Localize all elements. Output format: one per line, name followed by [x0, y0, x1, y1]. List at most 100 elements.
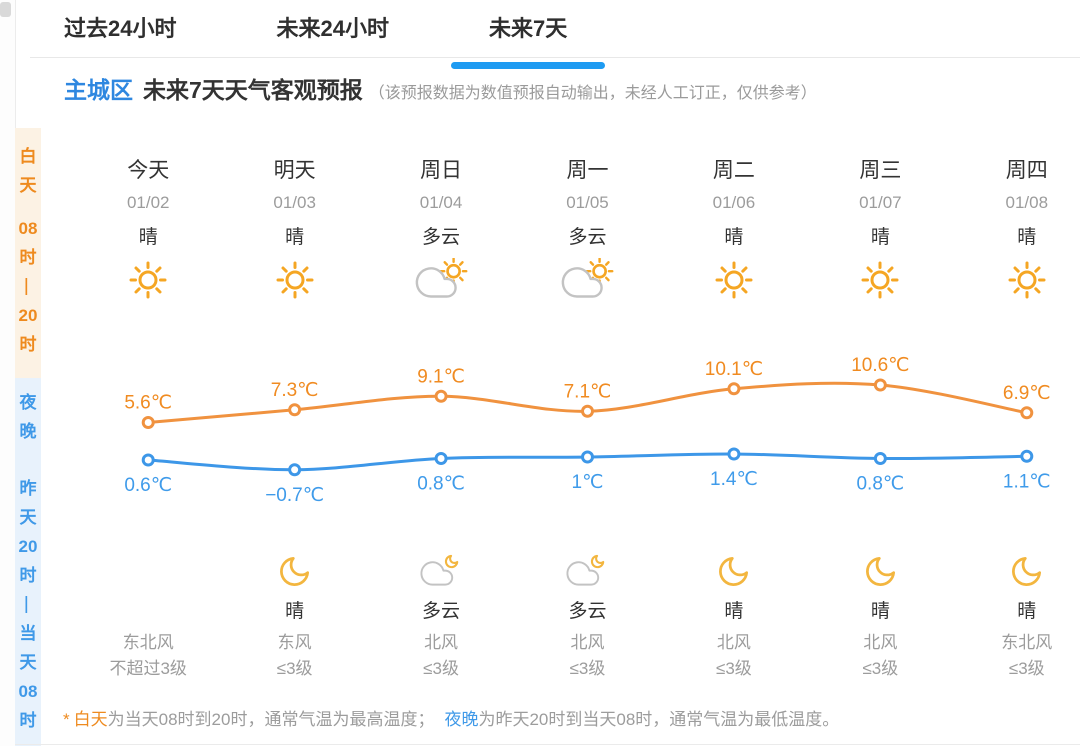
wind-direction-label: 北风: [570, 633, 605, 652]
nighttime-legend: 夜晚 昨天 20 时 — 当天 08 时: [15, 378, 41, 746]
day-temp-point: [581, 404, 594, 418]
cloud-sun-icon: [415, 258, 468, 298]
daytime-label: 白天: [19, 147, 37, 195]
temperature-chart: 5.6℃ 7.3℃ 9.1℃ 7.1℃ 10.1℃ 10.6℃ 6.9℃ 0.6℃ −0.7℃ 0…: [75, 308, 1080, 548]
night-temp-label: 1℃: [572, 472, 604, 493]
wind-scale-label: ≤3级: [569, 659, 606, 678]
day-temp-label: 5.6℃: [124, 393, 172, 414]
date-label: 01/07: [859, 193, 902, 212]
tab-next-7-days[interactable]: 未来7天: [489, 15, 567, 57]
forecast-grid: 今天 明天 周日 周一 周二 周三 周四 01/02 01/03 01/04 01/05 01/06 0…: [75, 150, 1080, 688]
moon-icon: [719, 556, 749, 586]
night-condition-label: 晴: [285, 600, 305, 622]
disclaimer-note: （该预报数据为数值预报自动输出，未经人工订正，仅供参考）: [368, 85, 817, 102]
footnote-night-text: 为昨天20时到当天08时，通常气温为最低温度。: [478, 710, 840, 729]
day-weather-icon-cell: [75, 252, 221, 308]
night-temp-point: [434, 452, 448, 465]
day-temp-point: [288, 403, 302, 417]
wind-cell: 东风 ≤3级: [221, 624, 367, 688]
day-condition-label: 晴: [870, 226, 890, 248]
day-temp-point: [141, 416, 155, 429]
day-temp-label: 9.1℃: [417, 366, 465, 387]
footnote-asterisk: *: [63, 710, 70, 729]
wind-scale-label: ≤3级: [276, 659, 313, 678]
wind-scale-label: ≤3级: [1008, 659, 1045, 678]
day-name-label: 周三: [859, 159, 902, 182]
night-temp-label: 0.6℃: [124, 475, 172, 496]
wind-direction-label: 东风: [277, 633, 312, 652]
wind-cell: 北风 ≤3级: [807, 624, 953, 688]
night-temp-point: [727, 447, 741, 461]
night-weather-icon-cell: [807, 548, 953, 594]
day-temp-label: 10.1℃: [705, 359, 763, 380]
wind-scale-label: ≤3级: [423, 659, 459, 678]
wind-scale-label: ≤3级: [862, 659, 899, 678]
day-condition-label: 晴: [1017, 226, 1037, 248]
night-condition-label: 晴: [1017, 600, 1037, 622]
wind-direction-label: 北风: [716, 633, 751, 652]
day-temp-point: [873, 378, 887, 392]
night-condition-label: [75, 594, 221, 624]
day-temp-label: 6.9℃: [1003, 383, 1051, 404]
edge-widget-fragment: [0, 2, 11, 17]
nighttime-label: 夜晚: [19, 393, 37, 441]
night-weather-icon-cell: [661, 548, 807, 594]
night-condition-label: 多云: [568, 600, 607, 622]
day-temp-point: [1020, 406, 1034, 420]
cloud-sun-icon: [561, 258, 614, 298]
night-weather-icon-cell: [221, 548, 367, 594]
day-condition-label: 多云: [568, 226, 607, 248]
temperature-chart-svg: 5.6℃ 7.3℃ 9.1℃ 7.1℃ 10.1℃ 10.6℃ 6.9℃ 0.6℃ −0.7℃ 0…: [124, 355, 1051, 506]
day-condition-label: 晴: [138, 226, 158, 248]
day-weather-icon-cell: [954, 252, 1080, 308]
night-condition-label: 多云: [422, 600, 461, 622]
day-condition-label: 晴: [285, 226, 305, 248]
day-name-label: 周日: [420, 159, 463, 182]
day-temp-point: [727, 382, 741, 396]
day-name-label: 周二: [712, 159, 755, 182]
day-temp-point: [434, 389, 448, 403]
moon-icon: [280, 556, 310, 586]
wind-scale-label: ≤3级: [716, 659, 752, 678]
wind-direction-label: 北风: [424, 633, 459, 652]
tab-next-24h[interactable]: 未来24小时: [276, 16, 389, 41]
sun-icon: [276, 261, 314, 299]
day-name-label: 今天: [127, 159, 170, 182]
sun-icon: [861, 261, 899, 299]
wind-direction-label: 东北风: [122, 633, 174, 652]
night-temp-label: −0.7℃: [265, 485, 324, 506]
night-temp-point: [581, 450, 594, 464]
night-weather-icon-cell: [368, 548, 514, 594]
nighttime-range: 昨天 20 时 — 当天 08 时: [18, 479, 38, 730]
date-label: 01/08: [1005, 193, 1049, 212]
night-condition-label: 晴: [724, 600, 744, 622]
wind-cell: 北风 ≤3级: [514, 624, 660, 688]
day-name-label: 周一: [566, 159, 609, 182]
wind-cell: 东北风不超过3级: [75, 624, 221, 688]
date-label: 01/06: [712, 193, 756, 212]
wind-cell: 东北风 ≤3级: [954, 624, 1080, 688]
footnote: * 白天为当天08时到20时，通常气温为最高温度； 夜晚为昨天20时到当天08时，通…: [63, 708, 1060, 732]
night-temp-label: 0.8℃: [417, 474, 465, 495]
wind-scale-label: 不超过3级: [109, 659, 187, 678]
footnote-night-term: 夜晚: [444, 710, 479, 729]
day-condition-label: 多云: [422, 226, 461, 248]
left-edge-rail: [0, 0, 16, 746]
night-condition-label: 晴: [870, 600, 890, 622]
date-label: 01/04: [419, 193, 463, 212]
tab-past-24h[interactable]: 过去24小时: [64, 16, 177, 41]
wind-cell: 北风 ≤3级: [661, 624, 807, 688]
night-temp-label: 1.4℃: [710, 469, 758, 490]
sun-icon: [129, 261, 167, 299]
day-condition-label: 晴: [724, 226, 744, 248]
day-name-label: 明天: [273, 159, 316, 182]
night-temp-point: [873, 452, 887, 465]
footnote-day-text: 为当天08时到20时，通常气温为最高温度；: [107, 710, 435, 729]
day-weather-icon-cell: [514, 252, 660, 308]
night-temp-label: 1.1℃: [1003, 471, 1051, 492]
day-temp-label: 10.6℃: [851, 355, 909, 376]
day-weather-icon-cell: [661, 252, 807, 308]
footnote-day-term: 白天: [73, 710, 108, 729]
region-selector[interactable]: 主城区: [64, 77, 133, 103]
